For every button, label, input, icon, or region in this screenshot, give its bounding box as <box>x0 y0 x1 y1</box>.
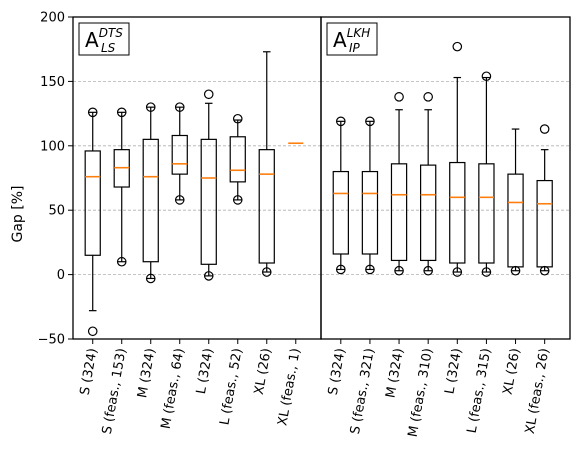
outlier-point <box>174 102 185 112</box>
axes <box>68 16 571 344</box>
outlier-point <box>452 41 463 52</box>
box <box>507 173 524 268</box>
outlier-point <box>336 264 346 275</box>
y-tick-label: −50 <box>38 333 65 348</box>
outlier-point <box>365 264 375 275</box>
x-tick-label: M (324) <box>383 347 407 399</box>
x-tick-label: M (feas., 310) <box>406 347 436 438</box>
y-tick-label: 50 <box>48 204 65 219</box>
x-tick-label: S (feas., 153) <box>100 347 130 435</box>
outlier-point <box>510 265 521 276</box>
outlier-point <box>365 116 375 127</box>
outlier-point <box>145 273 156 284</box>
outlier-point <box>423 265 433 276</box>
x-tick-label: L (324) <box>194 347 217 395</box>
outlier-point <box>452 267 463 277</box>
x-tick-label: S (feas., 321) <box>348 347 378 435</box>
panel-label-box <box>78 22 130 56</box>
x-tick-label: S (324) <box>78 347 101 396</box>
box <box>258 149 275 264</box>
x-tick-label: M (feas., 64) <box>159 347 188 430</box>
outlier-point <box>232 113 243 124</box>
panel-label-box <box>326 22 378 56</box>
panel-label: ALKH <box>333 26 370 52</box>
outlier-point <box>261 267 272 277</box>
outlier-point <box>116 107 127 118</box>
outlier-point <box>423 92 433 102</box>
outlier-point <box>481 267 492 277</box>
outlier-point <box>203 89 214 100</box>
box <box>420 164 437 262</box>
outlier-point <box>394 265 404 276</box>
box <box>84 150 101 256</box>
y-tick-label: 150 <box>40 75 65 90</box>
outlier-point <box>203 271 214 281</box>
panel-label-subscript: LS <box>101 41 116 55</box>
panel-label: ADTS <box>85 26 123 52</box>
y-axis-label: Gap [%] <box>10 186 26 243</box>
x-tick-label: XL (26) <box>501 347 524 396</box>
outlier-point <box>394 92 404 102</box>
x-tick-label: XL (feas., 1) <box>275 347 303 427</box>
outlier-point <box>174 195 185 205</box>
outlier-point <box>336 116 346 127</box>
box <box>171 134 188 175</box>
x-tick-label: XL (feas., 26) <box>523 347 553 435</box>
y-tick-label: 0 <box>57 268 65 283</box>
x-tick-label: M (324) <box>135 347 159 399</box>
x-tick-label: L (feas., 315) <box>465 347 495 434</box>
x-tick-label: L (324) <box>442 347 465 395</box>
outlier-point <box>116 256 127 267</box>
box <box>200 138 217 265</box>
box <box>361 170 379 255</box>
outlier-point <box>87 326 98 337</box>
box <box>536 179 553 268</box>
box <box>449 161 466 264</box>
box <box>390 163 408 262</box>
outlier-point <box>481 71 492 82</box>
x-tick-label: L (feas., 52) <box>217 347 245 426</box>
panel-frame <box>72 16 322 340</box>
panel-frame <box>320 16 571 340</box>
outlier-point <box>145 102 156 112</box>
outlier-point <box>87 107 98 118</box>
box <box>478 163 495 264</box>
data-marks <box>84 41 553 337</box>
y-tick-label: 100 <box>40 139 65 154</box>
x-tick-label: S (324) <box>326 347 349 396</box>
box <box>142 138 159 263</box>
box <box>229 136 246 183</box>
outlier-point <box>232 195 243 205</box>
x-tick-label: XL (26) <box>252 347 275 396</box>
box <box>332 170 349 255</box>
y-tick-label: 200 <box>40 11 65 26</box>
outlier-point <box>539 124 550 134</box>
outlier-point <box>539 265 550 276</box>
panel-label-subscript: IP <box>349 41 361 55</box>
